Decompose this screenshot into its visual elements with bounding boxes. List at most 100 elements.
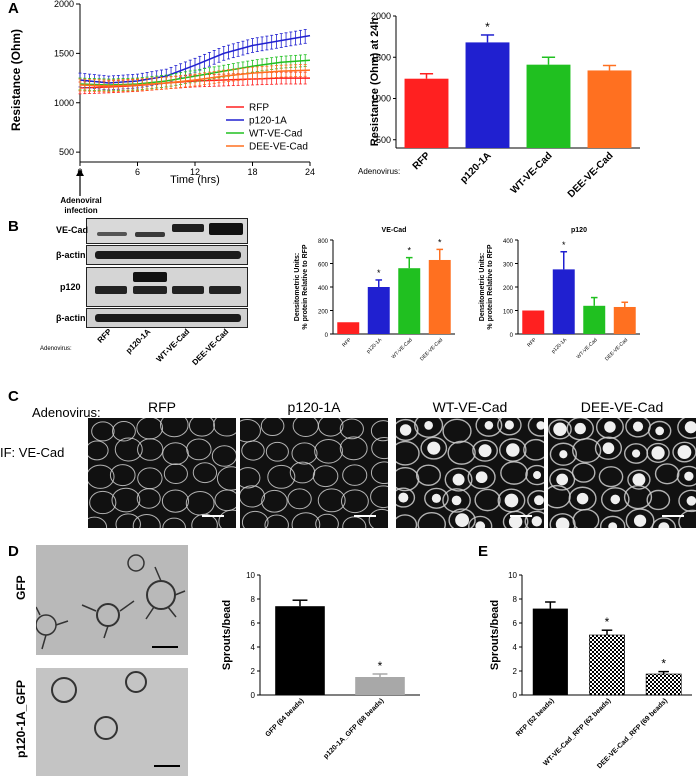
band xyxy=(97,232,127,236)
band xyxy=(135,232,165,237)
sprouts-per-bead-chart-d: 10 8 6 4 2 0 GFP (64 beads) * p120-1A_GFP (68 be… xyxy=(221,571,420,760)
y-tick-label: 8 xyxy=(251,595,256,604)
category-label: WT-VE-Cad xyxy=(509,150,555,196)
band xyxy=(95,251,241,259)
panel-label-d: D xyxy=(8,543,19,560)
y-tick-label: 400 xyxy=(318,286,329,292)
legend: RFP p120-1A WT-VE-Cad DEE-VE-Cad xyxy=(226,103,308,153)
y-tick-label: 6 xyxy=(513,619,518,628)
category-label: WT-VE-Cad xyxy=(391,337,414,360)
if-image-title: p120-1A xyxy=(287,399,341,415)
legend-label: DEE-VE-Cad xyxy=(249,142,308,153)
x-tick-label: 24 xyxy=(305,167,315,177)
bar-WT-VE-Cad xyxy=(583,305,606,334)
category-label: p120-1A xyxy=(366,337,384,355)
y-axis-label: % protein Relative to RFP xyxy=(487,244,494,330)
chart-title: p120 xyxy=(571,227,587,234)
y-tick-label: 400 xyxy=(503,239,514,245)
western-blot xyxy=(86,218,248,328)
blot-p120 xyxy=(86,267,248,307)
bar-p120-1A_GFP (68 beads) xyxy=(355,677,405,695)
band xyxy=(209,223,243,235)
adenovirus-axis-prefix: Adenovirus: xyxy=(358,167,400,176)
category-label: p120-1A xyxy=(551,337,569,355)
y-tick-label: 10 xyxy=(508,571,517,580)
bar-RFP xyxy=(522,310,545,334)
y-axis-label: Sprouts/bead xyxy=(221,600,233,670)
lane-label: WT-VE-Cad xyxy=(155,327,192,364)
bar-DEE-VE-Cad_RFP (69 beads) xyxy=(645,673,682,696)
if-image-WT-VE-Cad xyxy=(396,418,544,528)
y-axis-label: Densitometric Units: xyxy=(294,253,301,321)
infection-arrowhead xyxy=(76,169,84,176)
y-tick-label: 6 xyxy=(251,619,256,628)
category-label: p120-1A xyxy=(458,150,493,185)
blot-row-label-actin-2: β-actin xyxy=(56,313,86,323)
category-label: RFP xyxy=(341,337,353,349)
y-tick-label: 1000 xyxy=(371,94,391,104)
if-image-DEE-VE-Cad xyxy=(548,418,696,528)
y-tick-label: 0 xyxy=(510,333,514,339)
panel-label-b: B xyxy=(8,218,19,235)
bar-WT-VE-Cad_RFP (62 beads) xyxy=(589,634,625,696)
y-tick-label: 0 xyxy=(513,691,518,700)
significance-marker: * xyxy=(661,657,666,671)
band xyxy=(133,286,167,294)
series-DEE-VE-Cad xyxy=(78,64,311,93)
if-image-p120-1A xyxy=(240,418,388,528)
x-tick-label: 6 xyxy=(135,167,140,177)
chart-title: VE-Cad xyxy=(382,227,407,234)
band xyxy=(172,286,204,294)
series-line xyxy=(79,69,311,87)
x-tick-label: 18 xyxy=(247,167,257,177)
blot-row-label-vecad: VE-Cad xyxy=(56,225,89,235)
bar-WT-VE-Cad xyxy=(526,64,571,148)
significance-marker: * xyxy=(378,659,383,673)
blot-row-label-p120: p120 xyxy=(60,282,81,292)
y-tick-label: 10 xyxy=(246,571,255,580)
category-label: DEE-VE-Cad_RFP (69 beads) xyxy=(596,697,669,770)
bar-RFP (52 beads) xyxy=(532,608,568,695)
adenovirus-axis-prefix: Adenovirus: xyxy=(40,346,72,352)
x-axis-label: Time (hrs) xyxy=(170,174,220,186)
band xyxy=(172,224,204,232)
p120-densitometry-chart: 400 300 200 100 0 RFP * p120-1A WT-VE-Cad DEE-VE-… xyxy=(479,227,640,362)
y-tick-label: 2 xyxy=(513,667,518,676)
bar-WT-VE-Cad xyxy=(398,268,421,334)
bar-RFP xyxy=(337,322,360,334)
y-axis-label: Resistance (Ohm) xyxy=(9,29,23,131)
beads xyxy=(51,671,180,767)
if-image-title: RFP xyxy=(148,399,176,415)
significance-marker: * xyxy=(438,237,442,247)
category-label: p120-1A_GFP (68 beads) xyxy=(323,697,386,760)
image-label-gfp: GFP xyxy=(14,575,28,600)
y-tick-label: 2 xyxy=(251,667,256,676)
y-tick-label: 600 xyxy=(318,263,329,269)
blot-lane-labels: Adenovirus: RFP p120-1A WT-VE-Cad DEE-VE-Cad xyxy=(40,327,230,367)
category-label: DEE-VE-Cad xyxy=(604,337,629,362)
x-tick-label: 12 xyxy=(190,167,200,177)
adenovirus-row-label: Adenovirus: xyxy=(32,405,101,420)
vecad-densitometry-chart: 800 600 400 200 0 RFP * p120-1A * WT-VE-Cad * DEE-V… xyxy=(294,227,455,362)
micrograph-p120-1a-gfp xyxy=(36,668,188,776)
y-tick-label: 100 xyxy=(503,310,514,316)
significance-marker: * xyxy=(605,615,610,629)
y-tick-label: 2000 xyxy=(371,11,391,21)
y-tick-label: 4 xyxy=(251,643,256,652)
blot-actin-1 xyxy=(86,245,248,265)
band xyxy=(209,286,241,294)
category-label: DEE-VE-Cad xyxy=(419,337,444,362)
bar-p120-1A xyxy=(465,42,510,148)
legend-label: RFP xyxy=(249,103,269,114)
image-label-p120-1a-gfp: p120-1A_GFP xyxy=(14,679,28,758)
blot-actin-2 xyxy=(86,308,248,328)
if-image-title: WT-VE-Cad xyxy=(432,399,508,415)
y-tick-label: 1500 xyxy=(54,48,74,58)
category-label: WT-VE-Cad_RFP (62 beads) xyxy=(542,697,612,767)
significance-marker: * xyxy=(485,20,490,34)
y-tick-label: 1000 xyxy=(54,98,74,108)
if-image-title: DEE-VE-Cad xyxy=(580,399,664,415)
band xyxy=(95,314,241,322)
